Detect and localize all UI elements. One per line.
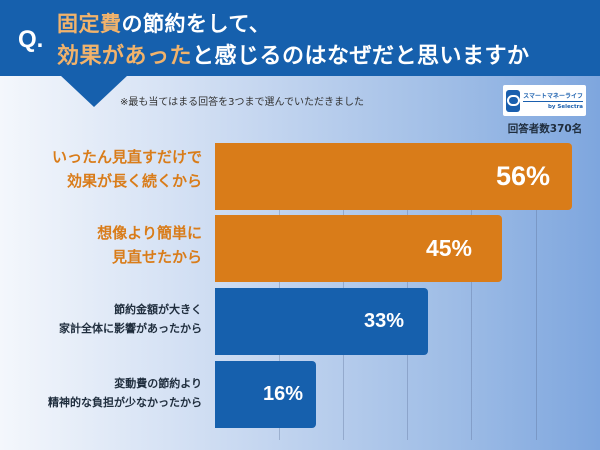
brand-logo: スマートマネーライフ by Selectra (503, 85, 586, 116)
bar-33: 33% (215, 288, 428, 355)
bar-45: 45% (215, 215, 502, 282)
q-mark: Q. (18, 26, 44, 53)
bar-label-line: 家計全体に影響があったから (59, 322, 202, 335)
bar-value: 45% (425, 235, 472, 261)
bar-label-line: 精神的な負担が少なかったから (48, 396, 202, 409)
survey-note: ※最も当てはまる回答を3つまで選んでいただきました (120, 97, 365, 108)
bar-label-line: 節約金額が大きく (114, 303, 202, 316)
piggy-bank-icon (506, 89, 521, 112)
title-rest-1: の節約をして、 (121, 12, 271, 36)
bar-label-line: 効果が長く続くから (66, 172, 202, 190)
bar-label-line: 想像より簡単に (97, 224, 202, 242)
gridline (471, 143, 472, 440)
bar-56: 56% (215, 143, 572, 210)
bar-16: 16% (215, 361, 316, 428)
bar-label-line: いったん見直すだけで (51, 148, 202, 166)
bar-label: 想像より簡単に 見直せたから (97, 221, 202, 269)
title-highlight-1: 固定費 (57, 12, 122, 36)
speech-chevron (60, 75, 128, 107)
bar-label-line: 変動費の節約より (114, 377, 202, 390)
logo-name: スマートマネーライフ (523, 93, 583, 102)
title-highlight-2: 効果があった (57, 44, 193, 69)
bar-label: 節約金額が大きく 家計全体に影響があったから (59, 300, 202, 338)
bar-value: 16% (262, 383, 303, 405)
respondent-count: 回答者数370名 (507, 123, 583, 135)
bar-label: 変動費の節約より 精神的な負担が少なかったから (48, 374, 202, 412)
gridline (536, 143, 537, 440)
bar-value: 33% (363, 310, 404, 332)
title-rest-2: と感じるのはなぜだと思いますか (192, 44, 530, 69)
title-line-2: 効果があったと感じるのはなぜだと思いますか (57, 38, 530, 70)
logo-sub: by Selectra (547, 104, 583, 110)
bar-value: 56% (495, 161, 550, 191)
bar-label: いったん見直すだけで 効果が長く続くから (52, 145, 202, 193)
title-line-1: 固定費の節約をして、 (57, 8, 270, 38)
bar-label-line: 見直せたから (111, 248, 202, 266)
question-header: Q. 固定費の節約をして、 効果があったと感じるのはなぜだと思いますか (0, 0, 600, 76)
